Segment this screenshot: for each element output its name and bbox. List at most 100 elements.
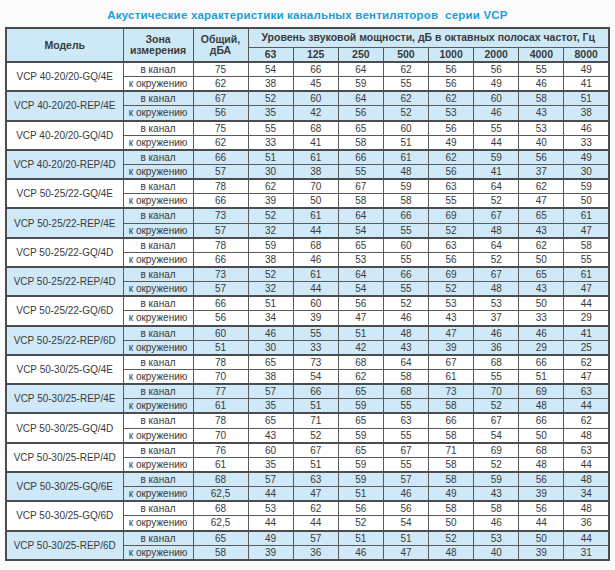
zone-cell: в канал — [123, 384, 193, 399]
level-cell-1000hz: 69 — [429, 267, 474, 282]
level-cell-2000hz: 44 — [474, 135, 519, 150]
level-cell-125hz: 66 — [293, 384, 338, 399]
level-cell-63hz: 65 — [248, 413, 293, 428]
level-cell-125hz: 44 — [293, 516, 338, 531]
level-cell-500hz: 66 — [383, 208, 428, 223]
level-cell-4000hz: 48 — [519, 457, 564, 472]
level-cell-4000hz: 56 — [519, 150, 564, 165]
level-cell-500hz: 48 — [383, 326, 428, 341]
zone-cell: в канал — [123, 326, 193, 341]
col-header-freq-500: 500 — [383, 47, 428, 62]
level-cell-8000hz: 50 — [564, 194, 609, 209]
zone-cell: в канал — [123, 62, 193, 77]
level-cell-63hz: 39 — [248, 545, 293, 560]
zone-cell: в канал — [123, 267, 193, 282]
zone-cell: к окружению — [123, 282, 193, 297]
table-row: VCP 50-25/22-REP/6Dв канал60465551484746… — [6, 326, 609, 341]
level-cell-1000hz: 58 — [429, 472, 474, 487]
level-cell-125hz: 54 — [293, 369, 338, 384]
col-header-freq-63: 63 — [248, 47, 293, 62]
level-cell-125hz: 51 — [293, 457, 338, 472]
level-cell-8000hz: 59 — [564, 179, 609, 194]
zone-cell: к окружению — [123, 164, 193, 179]
level-cell-8000hz: 63 — [564, 384, 609, 399]
level-cell-8000hz: 30 — [564, 164, 609, 179]
level-cell-4000hz: 58 — [519, 91, 564, 106]
zone-cell: в канал — [123, 121, 193, 136]
table-row: VCP 50-30/25-GQ/4Eв канал786573686467686… — [6, 355, 609, 370]
level-cell-500hz: 43 — [383, 340, 428, 355]
level-cell-2000hz: 48 — [474, 282, 519, 297]
total-dba-cell: 77 — [193, 384, 248, 399]
level-cell-4000hz: 33 — [519, 311, 564, 326]
level-cell-4000hz: 62 — [519, 179, 564, 194]
level-cell-2000hz: 37 — [474, 311, 519, 326]
level-cell-4000hz: 56 — [519, 472, 564, 487]
level-cell-2000hz: 52 — [474, 194, 519, 209]
model-cell: VCP 40-20/20-REP/4E — [6, 91, 123, 120]
level-cell-4000hz: 47 — [519, 194, 564, 209]
model-cell: VCP 50-30/25-REP/6D — [6, 531, 123, 561]
total-dba-cell: 78 — [193, 238, 248, 253]
level-cell-500hz: 46 — [383, 487, 428, 502]
total-dba-cell: 57 — [193, 223, 248, 238]
acoustic-characteristics-table: Модель Зона измерения Общий, дБА Уровень… — [5, 27, 610, 561]
level-cell-8000hz: 58 — [564, 238, 609, 253]
level-cell-250hz: 51 — [338, 326, 383, 341]
level-cell-2000hz: 43 — [474, 487, 519, 502]
level-cell-500hz: 59 — [383, 179, 428, 194]
zone-cell: к окружению — [123, 457, 193, 472]
total-dba-cell: 76 — [193, 443, 248, 458]
total-dba-cell: 68 — [193, 501, 248, 516]
level-cell-125hz: 57 — [293, 531, 338, 546]
level-cell-500hz: 68 — [383, 384, 428, 399]
level-cell-8000hz: 51 — [564, 91, 609, 106]
level-cell-250hz: 59 — [338, 428, 383, 443]
level-cell-63hz: 43 — [248, 428, 293, 443]
level-cell-4000hz: 65 — [519, 267, 564, 282]
zone-cell: в канал — [123, 443, 193, 458]
level-cell-125hz: 42 — [293, 106, 338, 121]
level-cell-1000hz: 52 — [429, 223, 474, 238]
level-cell-250hz: 65 — [338, 121, 383, 136]
level-cell-63hz: 39 — [248, 194, 293, 209]
level-cell-500hz: 61 — [383, 150, 428, 165]
model-cell: VCP 50-25/22-REP/4E — [6, 208, 123, 237]
level-cell-125hz: 71 — [293, 413, 338, 428]
level-cell-500hz: 63 — [383, 413, 428, 428]
zone-cell: к окружению — [123, 516, 193, 531]
level-cell-250hz: 66 — [338, 150, 383, 165]
model-cell: VCP 50-25/22-GQ/4D — [6, 238, 123, 267]
level-cell-1000hz: 56 — [429, 77, 474, 92]
level-cell-4000hz: 40 — [519, 135, 564, 150]
level-cell-500hz: 57 — [383, 472, 428, 487]
level-cell-8000hz: 34 — [564, 487, 609, 502]
total-dba-cell: 61 — [193, 399, 248, 414]
level-cell-125hz: 61 — [293, 267, 338, 282]
col-header-freq-250: 250 — [338, 47, 383, 62]
table-row: VCP 50-30/25-GQ/4Dв канал786571656366676… — [6, 413, 609, 428]
model-cell: VCP 50-30/25-GQ/6D — [6, 501, 123, 530]
model-cell: VCP 50-30/25-GQ/4D — [6, 413, 123, 442]
level-cell-500hz: 46 — [383, 311, 428, 326]
level-cell-250hz: 64 — [338, 267, 383, 282]
level-cell-4000hz: 56 — [519, 501, 564, 516]
level-cell-250hz: 56 — [338, 501, 383, 516]
zone-cell: в канал — [123, 472, 193, 487]
level-cell-63hz: 51 — [248, 150, 293, 165]
level-cell-8000hz: 61 — [564, 267, 609, 282]
level-cell-1000hz: 52 — [429, 282, 474, 297]
level-cell-8000hz: 49 — [564, 150, 609, 165]
level-cell-125hz: 33 — [293, 340, 338, 355]
total-dba-cell: 66 — [193, 150, 248, 165]
col-header-freq-1000: 1000 — [429, 47, 474, 62]
model-cell: VCP 50-25/22-GQ/4E — [6, 179, 123, 208]
total-dba-cell: 67 — [193, 91, 248, 106]
table-row: VCP 50-25/22-GQ/4Eв канал786270675963646… — [6, 179, 609, 194]
total-dba-cell: 61 — [193, 457, 248, 472]
level-cell-63hz: 55 — [248, 121, 293, 136]
zone-cell: к окружению — [123, 223, 193, 238]
model-cell: VCP 50-30/25-GQ/4E — [6, 355, 123, 384]
table-row: VCP 40-20/20-GQ/4Eв канал755466646256565… — [6, 62, 609, 77]
zone-cell: в канал — [123, 238, 193, 253]
